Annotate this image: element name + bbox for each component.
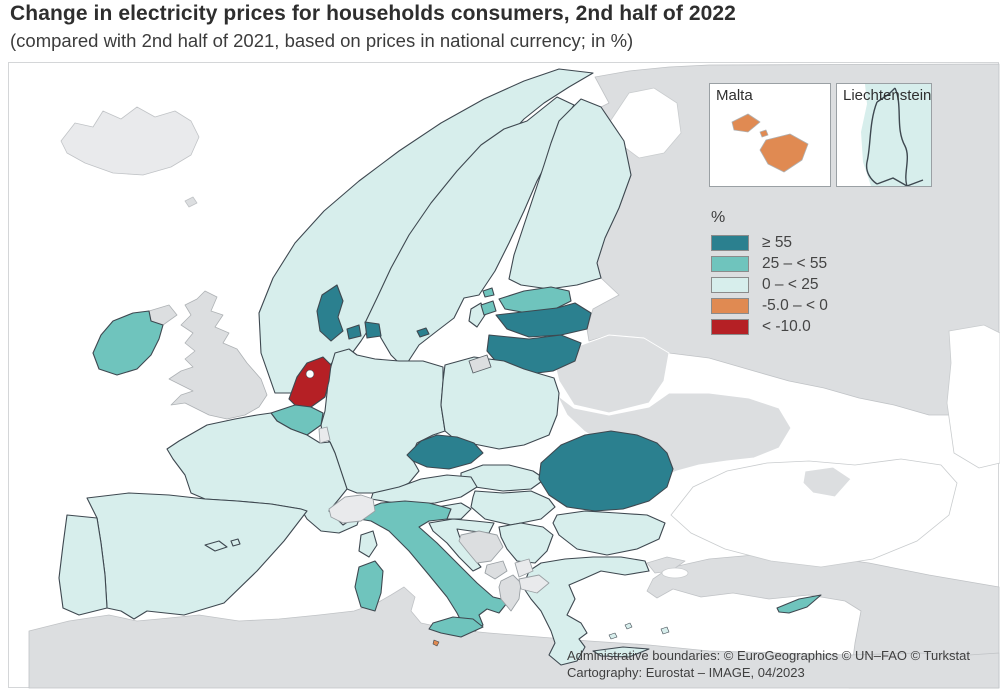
region-sardinia bbox=[354, 560, 384, 612]
country-kosovo bbox=[514, 558, 534, 578]
liechtenstein-east-border bbox=[894, 87, 908, 186]
legend-label: 0 – < 25 bbox=[762, 275, 819, 293]
country-serbia bbox=[498, 522, 554, 564]
region-estonian-islands bbox=[480, 287, 497, 316]
ijsselmeer bbox=[305, 369, 315, 379]
country-austria bbox=[370, 474, 478, 506]
country-malta-dot bbox=[432, 639, 440, 647]
map-credits: Administrative boundaries: © EuroGeograp… bbox=[567, 648, 970, 681]
region-sicily bbox=[428, 616, 484, 638]
malta-gozo-island bbox=[731, 113, 761, 133]
region-aegean-islands bbox=[608, 622, 670, 640]
europe-choropleth-map bbox=[28, 63, 1000, 689]
region-gotland bbox=[468, 302, 486, 328]
inset-liechtenstein: Liechtenstein bbox=[836, 83, 932, 187]
inset-malta: Malta bbox=[709, 83, 831, 187]
region-corsica bbox=[358, 530, 378, 558]
region-kaliningrad bbox=[468, 354, 492, 374]
legend-swatch-ltneg10 bbox=[711, 318, 749, 335]
legend-label: -5.0 – < 0 bbox=[762, 296, 828, 314]
region-crimea bbox=[802, 466, 852, 498]
legend-row: < -10.0 bbox=[711, 318, 828, 335]
country-ireland bbox=[92, 310, 164, 376]
country-north-macedonia bbox=[518, 574, 550, 594]
legend-swatch-25to55 bbox=[711, 255, 749, 272]
credits-line-1: Administrative boundaries: © EuroGeograp… bbox=[567, 648, 971, 663]
caspian-sea bbox=[946, 324, 1000, 469]
liechtenstein-west-border bbox=[865, 101, 878, 185]
country-denmark bbox=[316, 284, 430, 342]
malta-main-island bbox=[759, 133, 809, 173]
country-latvia bbox=[495, 302, 592, 338]
country-bosnia bbox=[458, 530, 504, 564]
black-sea bbox=[670, 458, 958, 568]
malta-comino-island bbox=[759, 129, 769, 138]
legend-swatch-neg5to0 bbox=[711, 297, 749, 314]
legend-label: < -10.0 bbox=[762, 317, 811, 335]
liechtenstein-north-border bbox=[876, 87, 896, 103]
inset-liechtenstein-label: Liechtenstein bbox=[843, 87, 932, 104]
country-poland bbox=[440, 356, 560, 450]
country-montenegro bbox=[484, 560, 508, 580]
inset-malta-label: Malta bbox=[716, 87, 753, 104]
country-iceland bbox=[60, 106, 200, 176]
region-crete bbox=[592, 646, 650, 658]
country-cyprus bbox=[776, 594, 822, 614]
page-subtitle: (compared with 2nd half of 2021, based o… bbox=[10, 30, 634, 51]
page-title: Change in electricity prices for househo… bbox=[10, 2, 736, 25]
legend-row: ≥ 55 bbox=[711, 234, 828, 251]
country-luxembourg bbox=[318, 426, 331, 444]
country-greece bbox=[522, 556, 650, 666]
sea-of-marmara bbox=[661, 567, 689, 579]
liechtenstein-region bbox=[861, 84, 931, 186]
country-portugal bbox=[58, 514, 108, 616]
country-bulgaria bbox=[552, 510, 666, 556]
country-albania bbox=[498, 574, 522, 612]
legend-row: 0 – < 25 bbox=[711, 276, 828, 293]
country-belarus bbox=[553, 334, 670, 414]
country-romania bbox=[538, 430, 674, 512]
legend-label: 25 – < 55 bbox=[762, 254, 828, 272]
legend-swatch-0to25 bbox=[711, 276, 749, 293]
country-estonia bbox=[498, 286, 572, 314]
credits-line-2: Cartography: Eurostat – IMAGE, 04/2023 bbox=[567, 664, 805, 680]
country-italy bbox=[358, 500, 510, 632]
legend-swatch-ge55 bbox=[711, 234, 749, 251]
country-switzerland bbox=[328, 494, 376, 524]
region-balearic-islands bbox=[204, 538, 241, 552]
legend-row: -5.0 – < 0 bbox=[711, 297, 828, 314]
country-united-kingdom bbox=[168, 290, 268, 420]
country-finland bbox=[508, 98, 632, 290]
country-hungary bbox=[470, 490, 556, 526]
country-spain bbox=[86, 492, 308, 620]
country-turkish-thrace bbox=[646, 556, 686, 574]
liechtenstein-south-border bbox=[876, 177, 924, 186]
legend-label: ≥ 55 bbox=[762, 233, 793, 251]
region-faroe-islands bbox=[184, 196, 198, 208]
legend-row: 25 – < 55 bbox=[711, 255, 828, 272]
map-legend: % ≥ 55 25 – < 55 0 – < 25 -5.0 – < 0 < -… bbox=[711, 209, 828, 339]
europe-map-panel: Malta Liechtenstein % ≥ 55 bbox=[8, 62, 1000, 689]
legend-unit: % bbox=[711, 209, 726, 226]
country-czechia bbox=[406, 434, 484, 470]
region-north-africa bbox=[28, 586, 1000, 689]
